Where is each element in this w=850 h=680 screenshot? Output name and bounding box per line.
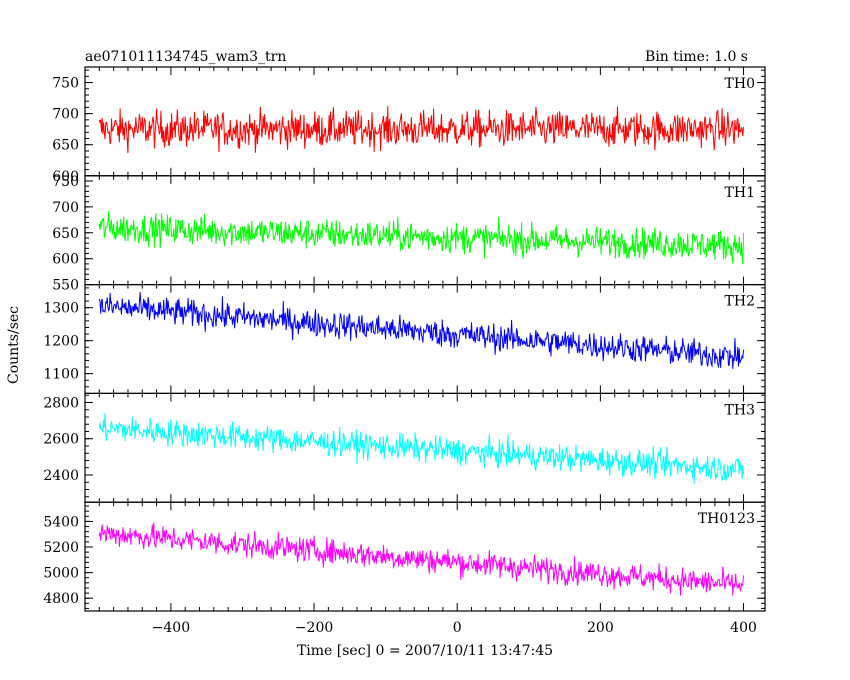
x-tick-label: 400: [730, 620, 757, 636]
y-tick-label: 600: [52, 169, 79, 185]
x-tick-label: 200: [587, 620, 614, 636]
y-tick-label: 2400: [43, 468, 79, 484]
y-tick-label: 650: [52, 226, 79, 242]
panel-th0123: 4800 5000 5200 5400 TH0123: [43, 501, 766, 612]
y-tick-label: 700: [52, 107, 79, 123]
y-tick-label: 2600: [43, 432, 79, 448]
y-axis-label: Counts/sec: [6, 306, 22, 384]
chart-title: ae071011134745_wam3_trn: [85, 49, 286, 65]
y-tick-label: 700: [52, 200, 79, 216]
y-tick-label: 4800: [43, 591, 79, 607]
panel-label: TH1: [725, 185, 755, 201]
series-th1: [98, 211, 744, 265]
panel-th1: 550 600 650 700 750 TH1: [52, 174, 766, 294]
x-tick-label: 0: [453, 620, 462, 636]
panel-th3: 2400 2600 2800 TH3: [43, 392, 766, 503]
panel-frame: [84, 66, 766, 177]
panels-group: 600 650 700 750 TH0 550 600 650 700 750 TH1 1100 120…: [43, 66, 766, 612]
y-tick-label: 750: [52, 76, 79, 92]
panel-frame: [84, 284, 766, 395]
y-tick-label: 1100: [43, 367, 79, 383]
x-tick-label: −400: [152, 620, 190, 636]
panel-frame: [84, 501, 766, 612]
y-tick-label: 600: [52, 252, 79, 268]
y-tick-label: 2800: [43, 395, 79, 411]
panel-frame: [84, 175, 766, 286]
y-tick-label: 650: [52, 138, 79, 154]
x-axis: −400 −200 0 200 400: [152, 620, 757, 636]
x-axis-label: Time [sec] 0 = 2007/10/11 13:47:45: [297, 643, 553, 659]
y-tick-label: 550: [52, 278, 79, 294]
y-tick-label: 5200: [43, 540, 79, 556]
bin-time-label: Bin time: 1.0 s: [645, 49, 748, 65]
panel-th2: 1100 1200 1300 TH2: [43, 284, 766, 395]
panel-th0: 600 650 700 750 TH0: [52, 66, 766, 185]
y-tick-label: 1300: [43, 301, 79, 317]
y-tick-label: 750: [52, 174, 79, 190]
x-tick-label: −200: [295, 620, 333, 636]
panel-label: TH0: [725, 76, 755, 92]
y-tick-label: 5000: [43, 566, 79, 582]
panel-label: TH0123: [698, 511, 755, 527]
series-th0123: [98, 522, 744, 596]
series-th2: [98, 292, 744, 369]
series-th3: [98, 412, 744, 484]
panel-label: TH3: [725, 402, 755, 418]
series-th0: [98, 105, 744, 154]
y-tick-label: 1200: [43, 334, 79, 350]
panel-label: TH2: [725, 294, 755, 310]
y-tick-label: 5400: [43, 514, 79, 530]
